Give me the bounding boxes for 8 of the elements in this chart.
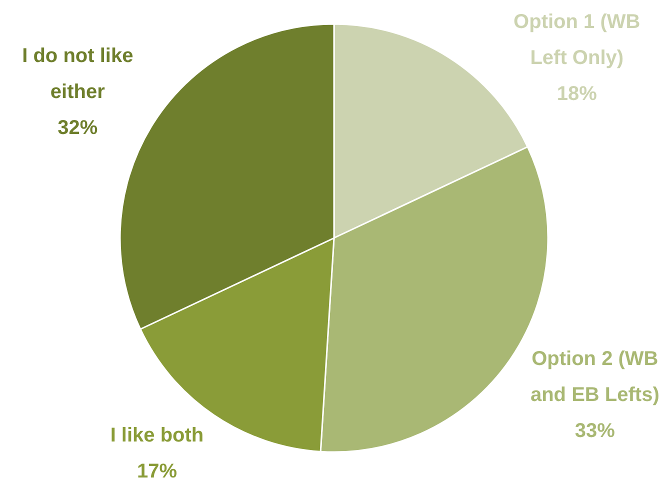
slice-label: Option 1 (WB Left Only) — [514, 10, 640, 69]
slice-label: I do not like either — [22, 45, 134, 104]
slice-label: Option 2 (WB and EB Lefts) — [530, 348, 660, 406]
data-label: 17% — [136, 460, 178, 482]
data-label: 18% — [556, 82, 598, 105]
data-label: 33% — [574, 420, 616, 442]
slice-label: I like both — [110, 424, 204, 446]
data-label: 32% — [58, 117, 98, 140]
